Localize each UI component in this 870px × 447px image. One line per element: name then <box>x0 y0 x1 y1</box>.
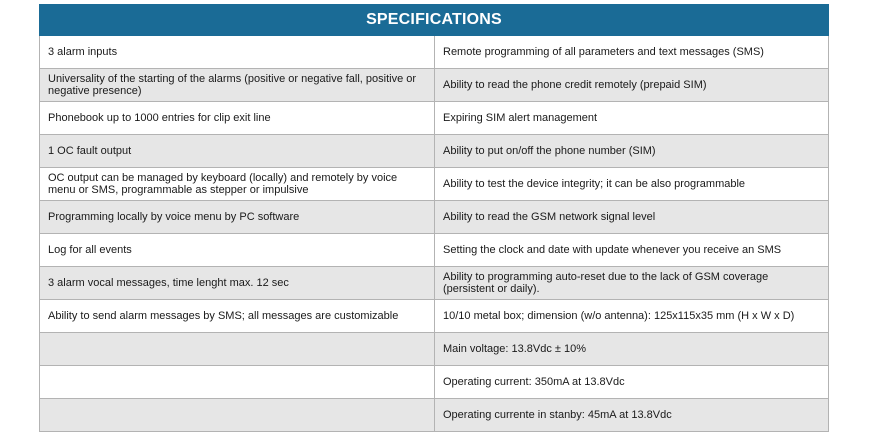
spec-cell-right: Operating currente in stanby: 45mA at 13… <box>443 409 672 421</box>
specifications-table: SPECIFICATIONS 3 alarm inputs Remote prog… <box>39 4 829 432</box>
spec-cell-left <box>40 366 435 398</box>
table-row: Ability to send alarm messages by SMS; a… <box>40 300 828 333</box>
spec-cell-right: Remote programming of all parameters and… <box>443 46 764 58</box>
spec-cell-right: 10/10 metal box; dimension (w/o antenna)… <box>443 310 795 322</box>
spec-cell-right: Ability to put on/off the phone number (… <box>443 145 656 157</box>
spec-cell-right: Ability to test the device integrity; it… <box>443 178 746 190</box>
table-header: SPECIFICATIONS <box>39 4 829 36</box>
table-title: SPECIFICATIONS <box>366 11 502 28</box>
table-row: Main voltage: 13.8Vdc ± 10% <box>40 333 828 366</box>
spec-cell-right: Setting the clock and date with update w… <box>443 244 782 256</box>
spec-cell-left: Universality of the starting of the alar… <box>40 69 435 101</box>
spec-cell-left: 1 OC fault output <box>40 135 435 167</box>
table-body: 3 alarm inputs Remote programming of all … <box>39 36 829 432</box>
table-row: Phonebook up to 1000 entries for clip ex… <box>40 102 828 135</box>
table-row: 3 alarm vocal messages, time lenght max.… <box>40 267 828 300</box>
table-row: 3 alarm inputs Remote programming of all … <box>40 36 828 69</box>
table-row: Operating current: 350mA at 13.8Vdc <box>40 366 828 399</box>
spec-cell-left: 3 alarm vocal messages, time lenght max.… <box>40 267 435 299</box>
table-row: Log for all events Setting the clock and … <box>40 234 828 267</box>
spec-cell-left: Phonebook up to 1000 entries for clip ex… <box>40 102 435 134</box>
spec-cell-right: Operating current: 350mA at 13.8Vdc <box>443 376 625 388</box>
spec-cell-left: 3 alarm inputs <box>40 36 435 68</box>
spec-cell-right: Expiring SIM alert management <box>443 112 598 124</box>
spec-cell-right: Main voltage: 13.8Vdc ± 10% <box>443 343 587 355</box>
table-row: 1 OC fault output Ability to put on/off t… <box>40 135 828 168</box>
spec-cell-left: Ability to send alarm messages by SMS; a… <box>40 300 435 332</box>
spec-cell-right: Ability to programming auto-reset due to… <box>443 271 769 295</box>
spec-cell-right: Ability to read the GSM network signal l… <box>443 211 656 223</box>
spec-cell-left: Programming locally by voice menu by PC … <box>40 201 435 233</box>
spec-cell-left: Log for all events <box>40 234 435 266</box>
table-row: Universality of the starting of the alar… <box>40 69 828 102</box>
spec-cell-left: OC output can be managed by keyboard (lo… <box>40 168 435 200</box>
table-row: Programming locally by voice menu by PC … <box>40 201 828 234</box>
spec-cell-left <box>40 333 435 365</box>
table-row: OC output can be managed by keyboard (lo… <box>40 168 828 201</box>
table-row: Operating currente in stanby: 45mA at 13… <box>40 399 828 432</box>
spec-cell-left <box>40 399 435 431</box>
spec-cell-right: Ability to read the phone credit remotel… <box>443 79 707 91</box>
